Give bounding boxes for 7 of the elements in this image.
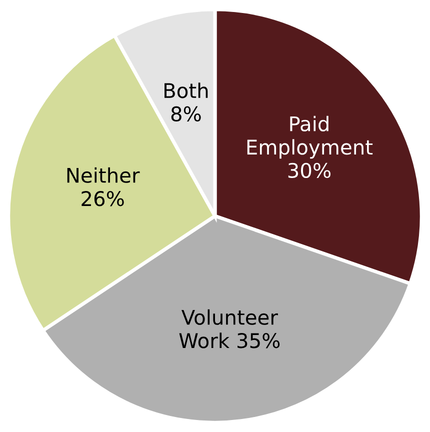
slice-label: Neither [67,167,140,183]
slice-label: Paid Employment [247,116,373,159]
data-label: 8% [171,106,201,122]
slice-label: Volunteer Work 35% [179,309,280,348]
data-label: 26% [82,190,124,206]
data-label: 30% [288,162,330,178]
slice-label: Both [164,82,208,98]
